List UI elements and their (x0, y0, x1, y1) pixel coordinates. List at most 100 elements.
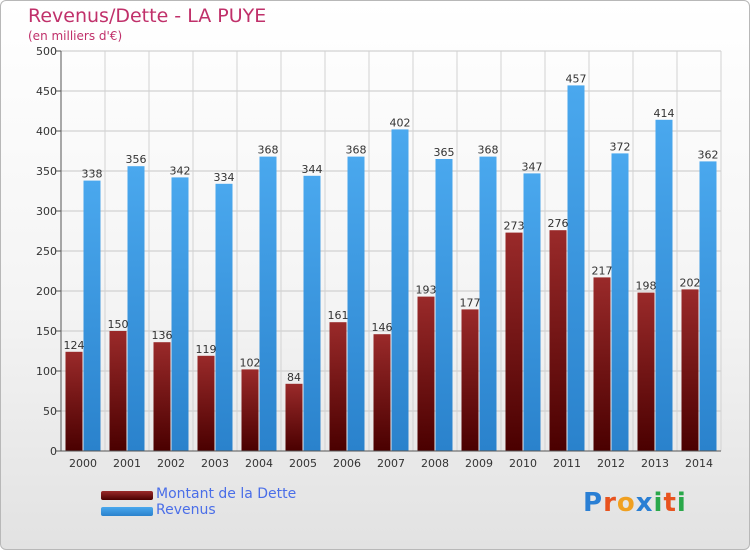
data-label-dette-2004: 102 (240, 356, 261, 369)
y-tick-label: 450 (36, 85, 57, 98)
logo-letter: t (663, 488, 677, 518)
bar-revenus-2014 (699, 161, 717, 451)
data-label-dette-2008: 193 (416, 284, 437, 297)
data-label-revenus-2010: 347 (522, 160, 543, 173)
x-tick-label-2013: 2013 (641, 457, 669, 470)
bar-dette-2008 (417, 296, 435, 451)
x-tick-label-2004: 2004 (245, 457, 273, 470)
x-tick-label-2000: 2000 (69, 457, 97, 470)
bar-dette-2004 (241, 369, 259, 451)
data-label-dette-2014: 202 (680, 276, 701, 289)
data-label-revenus-2008: 365 (434, 146, 455, 159)
y-tick-label: 100 (36, 365, 57, 378)
data-label-revenus-2012: 372 (610, 140, 631, 153)
legend-label-revenus: Revenus (156, 502, 216, 518)
bar-dette-2000 (65, 351, 83, 451)
logo-letter: x (635, 488, 654, 518)
logo-letter: r (603, 488, 617, 518)
logo-letter: i (653, 488, 664, 518)
chart-subtitle: (en milliers d'€) (28, 29, 123, 43)
proxiti-logo: Proxiti (583, 488, 687, 518)
bar-revenus-2004 (259, 156, 277, 451)
bar-dette-2007 (373, 334, 391, 451)
bar-revenus-2003 (215, 183, 233, 452)
x-tick-label-2007: 2007 (377, 457, 405, 470)
bar-revenus-2001 (127, 166, 145, 451)
y-tick-label: 350 (36, 165, 57, 178)
bar-dette-2010 (505, 232, 523, 451)
bar-revenus-2007 (391, 129, 409, 451)
x-tick-label-2006: 2006 (333, 457, 361, 470)
data-label-dette-2002: 136 (152, 329, 173, 342)
bar-dette-2002 (153, 342, 171, 451)
data-label-revenus-2011: 457 (566, 72, 587, 85)
bar-revenus-2009 (479, 156, 497, 451)
data-label-dette-2000: 124 (64, 339, 85, 352)
y-tick-label: 150 (36, 325, 57, 338)
logo-letter: i (676, 488, 687, 518)
x-tick-label-2012: 2012 (597, 457, 625, 470)
bar-revenus-2010 (523, 173, 541, 451)
x-tick-label-2005: 2005 (289, 457, 317, 470)
x-tick-label-2009: 2009 (465, 457, 493, 470)
bar-dette-2013 (637, 292, 655, 451)
bar-dette-2003 (197, 355, 215, 451)
y-tick-label: 50 (43, 405, 57, 418)
bar-dette-2006 (329, 322, 347, 451)
bar-revenus-2012 (611, 153, 629, 451)
data-label-dette-2012: 217 (592, 264, 613, 277)
legend-swatch-revenus (101, 507, 153, 516)
data-label-dette-2001: 150 (108, 318, 129, 331)
y-tick-label: 0 (50, 445, 57, 458)
x-tick-label-2001: 2001 (113, 457, 141, 470)
data-label-revenus-2007: 402 (390, 116, 411, 129)
data-label-dette-2005: 84 (287, 371, 301, 384)
bar-revenus-2008 (435, 159, 453, 451)
bar-dette-2011 (549, 230, 567, 451)
data-label-revenus-2005: 344 (302, 163, 323, 176)
bar-dette-2012 (593, 277, 611, 451)
logo-letter: o (616, 488, 636, 518)
x-tick-label-2008: 2008 (421, 457, 449, 470)
x-tick-label-2010: 2010 (509, 457, 537, 470)
data-label-revenus-2006: 368 (346, 144, 367, 157)
data-label-revenus-2004: 368 (258, 144, 279, 157)
bar-revenus-2011 (567, 85, 585, 452)
data-label-dette-2011: 276 (548, 217, 569, 230)
y-tick-label: 500 (36, 45, 57, 58)
bar-dette-2009 (461, 309, 479, 451)
data-label-revenus-2000: 338 (82, 168, 103, 181)
bar-revenus-2000 (83, 180, 101, 451)
bar-revenus-2006 (347, 156, 365, 451)
data-label-dette-2013: 198 (636, 280, 657, 293)
data-label-revenus-2003: 334 (214, 171, 235, 184)
x-tick-label-2014: 2014 (685, 457, 713, 470)
data-label-revenus-2002: 342 (170, 164, 191, 177)
data-label-dette-2009: 177 (460, 296, 481, 309)
legend-label-dette: Montant de la Dette (156, 486, 297, 502)
legend-swatch-dette (101, 491, 153, 500)
x-tick-label-2002: 2002 (157, 457, 185, 470)
x-tick-label-2011: 2011 (553, 457, 581, 470)
data-label-revenus-2009: 368 (478, 144, 499, 157)
bar-revenus-2005 (303, 175, 321, 452)
y-tick-label: 250 (36, 245, 57, 258)
data-label-dette-2006: 161 (328, 309, 349, 322)
chart-title: Revenus/Dette - LA PUYE (28, 5, 267, 27)
data-label-dette-2007: 146 (372, 321, 393, 334)
y-tick-label: 200 (36, 285, 57, 298)
y-tick-label: 300 (36, 205, 57, 218)
data-label-revenus-2001: 356 (126, 153, 147, 166)
bar-dette-2005 (285, 383, 303, 451)
data-label-dette-2010: 273 (504, 220, 525, 233)
logo-letter: P (583, 488, 604, 518)
data-label-revenus-2014: 362 (698, 148, 719, 161)
y-tick-label: 400 (36, 125, 57, 138)
data-label-dette-2003: 119 (196, 343, 217, 356)
x-tick-label-2003: 2003 (201, 457, 229, 470)
bar-revenus-2013 (655, 119, 673, 452)
bar-revenus-2002 (171, 177, 189, 451)
bar-dette-2001 (109, 331, 127, 451)
